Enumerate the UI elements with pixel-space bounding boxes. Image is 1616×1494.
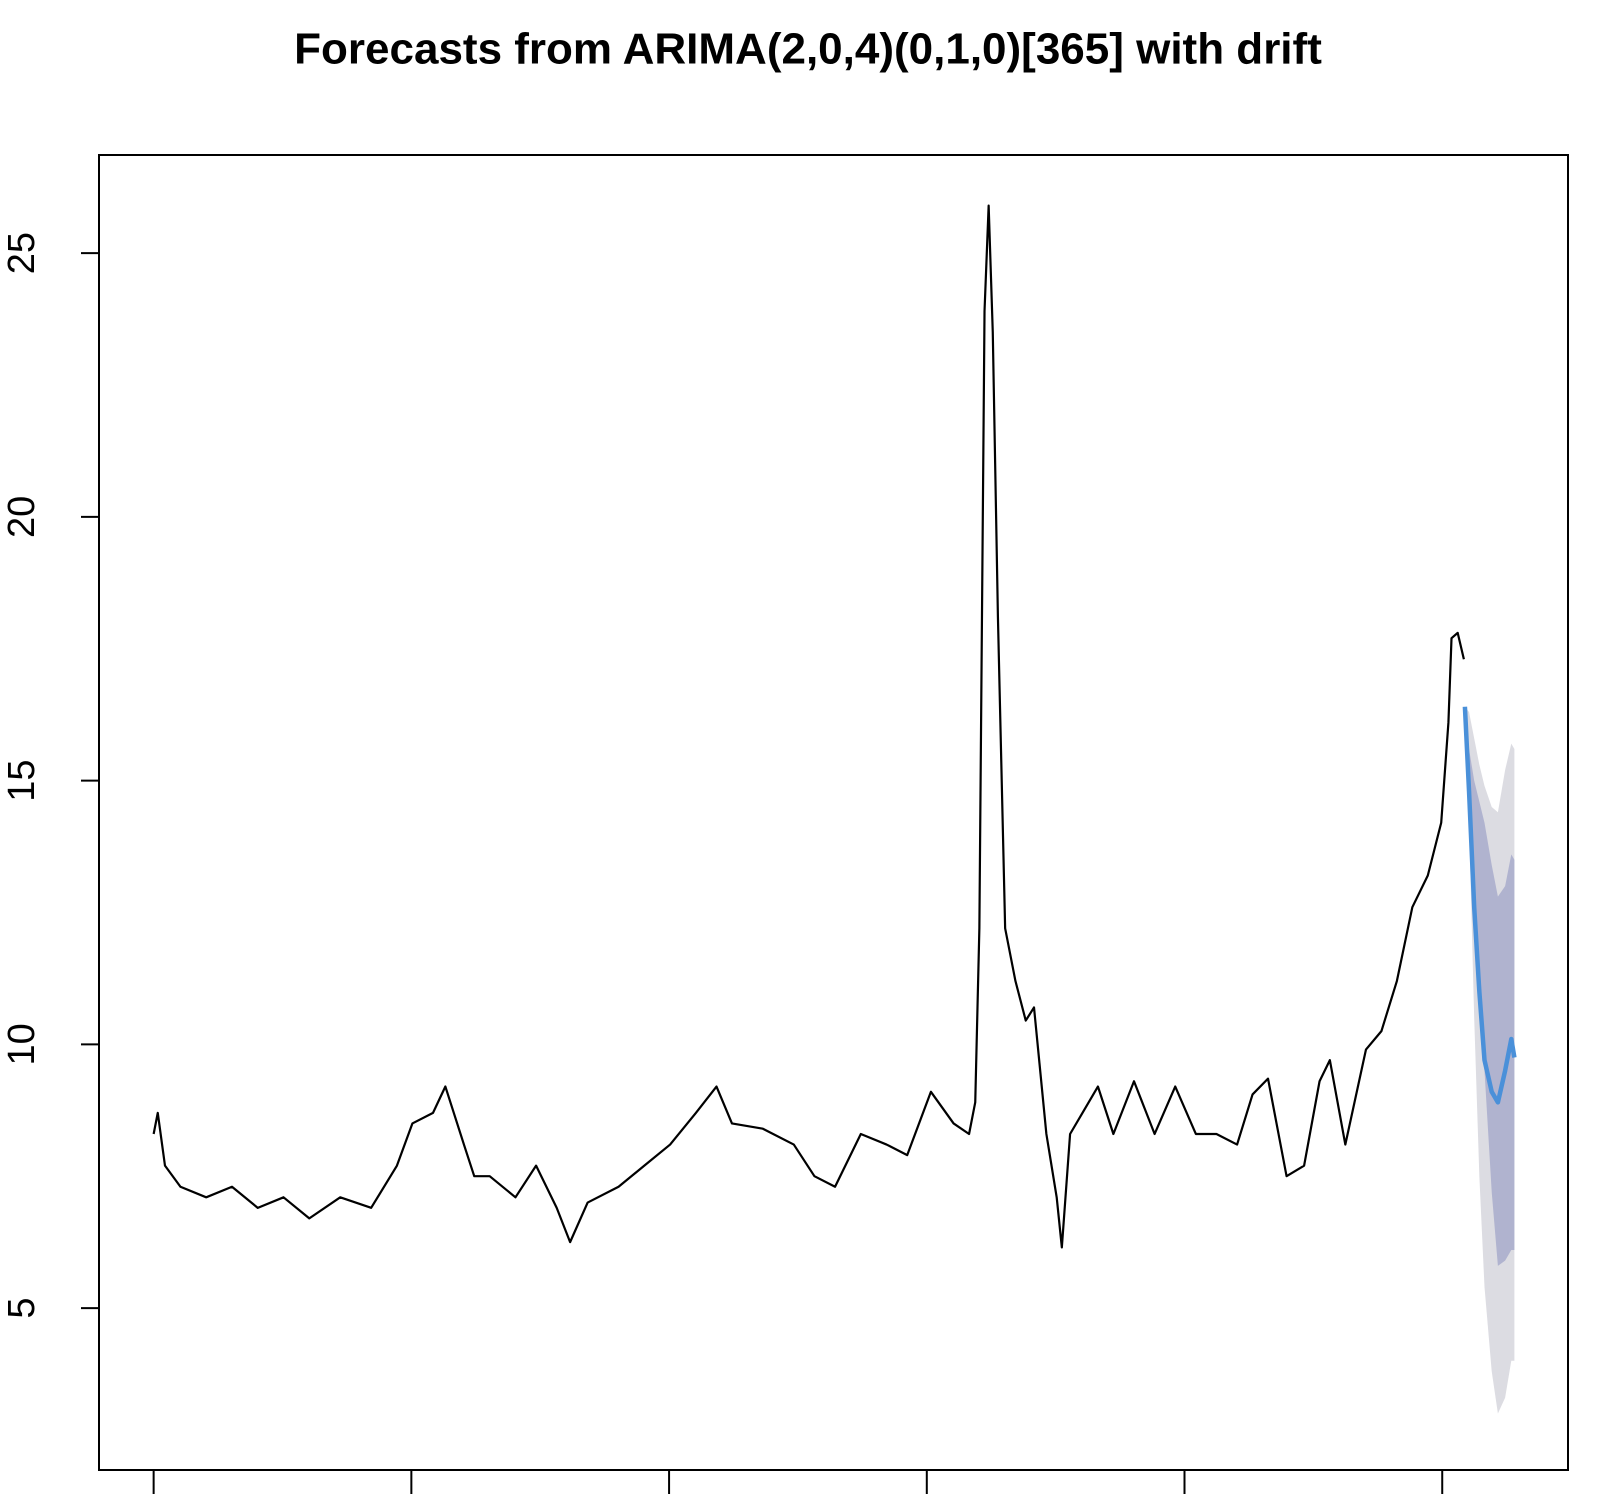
forecast-line: [1462, 706, 1517, 1105]
chart-title: Forecasts from ARIMA(2,0,4)(0,1,0)[365] …: [294, 25, 1322, 74]
history-line: [152, 204, 1465, 1249]
y-tick-label: 15: [1, 759, 43, 801]
y-tick-label: 5: [1, 1297, 43, 1318]
y-tick-label: 20: [1, 496, 43, 538]
y-tick-label: 10: [1, 1023, 43, 1065]
y-tick-label: 25: [1, 232, 43, 274]
plot-frame: [98, 154, 1569, 1471]
band-80: [1464, 706, 1515, 1266]
